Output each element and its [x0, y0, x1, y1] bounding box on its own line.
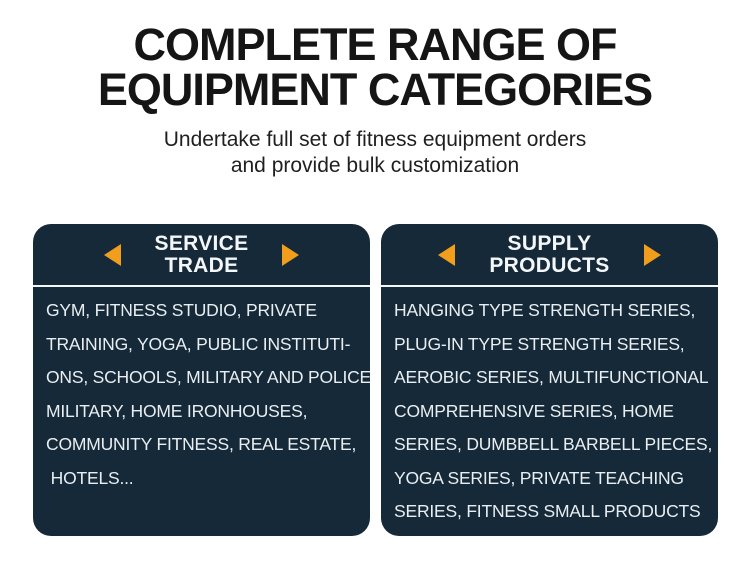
card-title-line: TRADE	[164, 253, 239, 277]
card-text-line: COMPREHENSIVE SERIES, HOME	[394, 400, 674, 421]
category-cards: SERVICE TRADE GYM, FITNESS STUDIO, PRIVA…	[33, 224, 718, 536]
card-text-line: TRAINING, YOGA, PUBLIC INSTITUTI-	[46, 333, 351, 354]
next-arrow-icon[interactable]	[282, 243, 300, 266]
page-title-line: EQUIPMENT CATEGORIES	[97, 64, 653, 115]
card-text-line: GYM, FITNESS STUDIO, PRIVATE	[46, 300, 317, 320]
page-title: COMPLETE RANGE OF EQUIPMENT CATEGORIES	[0, 22, 750, 112]
card-service-trade: SERVICE TRADE GYM, FITNESS STUDIO, PRIVA…	[33, 224, 370, 536]
card-text-line: AEROBIC SERIES, MULTIFUNCTIONAL	[394, 367, 709, 387]
page-subtitle: Undertake full set of fitness equipment …	[0, 127, 750, 179]
prev-arrow-icon[interactable]	[438, 243, 456, 266]
card-text-line: ONS, SCHOOLS, MILITARY AND POLICE	[46, 367, 370, 387]
card-supply-products-header: SUPPLY PRODUCTS	[381, 224, 718, 287]
card-text-line: MILITARY, HOME IRONHOUSES,	[46, 400, 308, 421]
card-service-trade-header: SERVICE TRADE	[33, 224, 370, 287]
card-title-line: SERVICE	[154, 231, 249, 255]
card-text-line: SERIES, DUMBBELL BARBELL PIECES,	[394, 434, 713, 454]
card-service-trade-body: GYM, FITNESS STUDIO, PRIVATE TRAINING, Y…	[33, 287, 370, 495]
card-supply-products: SUPPLY PRODUCTS HANGING TYPE STRENGTH SE…	[381, 224, 718, 536]
prev-arrow-icon[interactable]	[103, 243, 121, 266]
card-text-line: HOTELS...	[46, 467, 134, 488]
page-title-line: COMPLETE RANGE OF	[133, 19, 617, 70]
next-arrow-icon[interactable]	[643, 243, 661, 266]
card-text-line: HANGING TYPE STRENGTH SERIES,	[394, 300, 696, 320]
card-text-line: YOGA SERIES, PRIVATE TEACHING	[394, 467, 684, 488]
card-supply-products-title: SUPPLY PRODUCTS	[489, 231, 610, 277]
card-service-trade-title: SERVICE TRADE	[154, 231, 249, 277]
card-text-line: PLUG-IN TYPE STRENGTH SERIES,	[394, 333, 685, 354]
card-supply-products-body: HANGING TYPE STRENGTH SERIES, PLUG-IN TY…	[381, 287, 718, 529]
page-subtitle-line: and provide bulk customization	[230, 154, 520, 177]
card-title-line: PRODUCTS	[489, 253, 610, 277]
card-text-line: COMMUNITY FITNESS, REAL ESTATE,	[46, 434, 357, 454]
card-text-line: SERIES, FITNESS SMALL PRODUCTS	[394, 501, 701, 521]
card-title-line: SUPPLY	[507, 231, 592, 255]
page-subtitle-line: Undertake full set of fitness equipment …	[163, 128, 587, 151]
